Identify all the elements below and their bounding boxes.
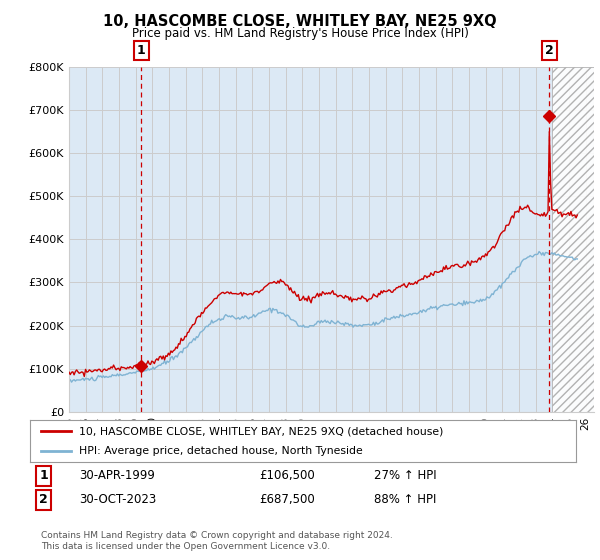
Text: 10, HASCOMBE CLOSE, WHITLEY BAY, NE25 9XQ: 10, HASCOMBE CLOSE, WHITLEY BAY, NE25 9X…	[103, 14, 497, 29]
Text: 30-APR-1999: 30-APR-1999	[79, 469, 155, 482]
Text: 1: 1	[137, 44, 146, 57]
Text: 2: 2	[39, 493, 48, 506]
Text: HPI: Average price, detached house, North Tyneside: HPI: Average price, detached house, Nort…	[79, 446, 363, 456]
Bar	[553, 67, 594, 412]
Text: £106,500: £106,500	[259, 469, 315, 482]
Text: Price paid vs. HM Land Registry's House Price Index (HPI): Price paid vs. HM Land Registry's House …	[131, 27, 469, 40]
Text: 88% ↑ HPI: 88% ↑ HPI	[374, 493, 436, 506]
Text: 1: 1	[39, 469, 48, 482]
Text: 10, HASCOMBE CLOSE, WHITLEY BAY, NE25 9XQ (detached house): 10, HASCOMBE CLOSE, WHITLEY BAY, NE25 9X…	[79, 426, 443, 436]
Text: 30-OCT-2023: 30-OCT-2023	[79, 493, 157, 506]
Bar	[553, 67, 594, 412]
Text: Contains HM Land Registry data © Crown copyright and database right 2024.
This d: Contains HM Land Registry data © Crown c…	[41, 531, 392, 550]
Text: 27% ↑ HPI: 27% ↑ HPI	[374, 469, 437, 482]
Text: £687,500: £687,500	[259, 493, 315, 506]
Text: 2: 2	[545, 44, 554, 57]
